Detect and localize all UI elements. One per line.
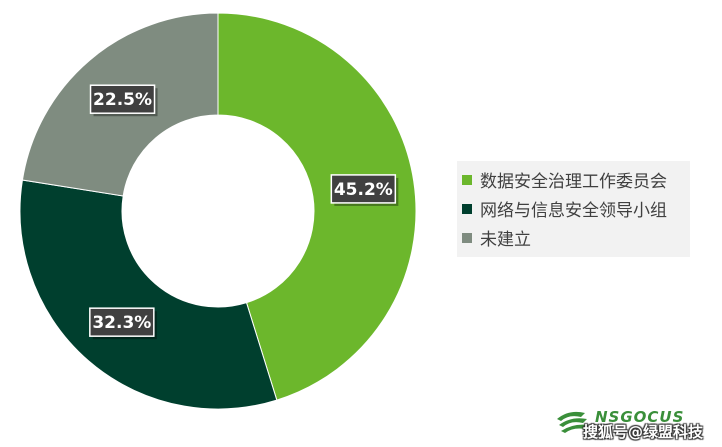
data-label-text-committee: 45.2% [334, 180, 393, 200]
slice-group [19, 12, 417, 410]
data-label-box-committee [330, 174, 397, 204]
legend-item-leading-group: 网络与信息安全领导小组 [457, 194, 690, 223]
slice-committee [217, 12, 417, 401]
legend-swatch-leading-group [462, 203, 472, 214]
data-label-leading-group: 32.3% [89, 307, 157, 340]
watermark-brand: NSGOCUS [595, 408, 685, 426]
nsfocus-logo-icon [557, 411, 589, 433]
data-label-not-established: 22.5% [89, 84, 158, 117]
legend-label-leading-group: 网络与信息安全领导小组 [480, 201, 667, 221]
legend-item-committee: 数据安全治理工作委员会 [457, 165, 690, 194]
watermark: NSGOCUS 搜狐号@绿盟科技 [555, 407, 720, 445]
data-label-box-not-established [89, 84, 156, 114]
data-label-group: 45.2% 32.3% 22.5% [89, 84, 399, 340]
legend: 数据安全治理工作委员会 网络与信息安全领导小组 未建立 [457, 161, 690, 257]
data-label-committee: 45.2% [330, 174, 399, 206]
data-label-text-leading-group: 32.3% [92, 313, 151, 333]
legend-swatch-committee [462, 174, 472, 185]
data-label-box-leading-group [89, 307, 155, 337]
legend-item-not-established: 未建立 [457, 223, 690, 252]
legend-swatch-not-established [462, 232, 472, 243]
slice-leading-group [19, 179, 278, 410]
legend-label-committee: 数据安全治理工作委员会 [480, 172, 667, 192]
legend-label-not-established: 未建立 [480, 230, 531, 250]
watermark-text: 搜狐号@绿盟科技 [583, 423, 704, 441]
data-label-text-not-established: 22.5% [93, 90, 152, 110]
